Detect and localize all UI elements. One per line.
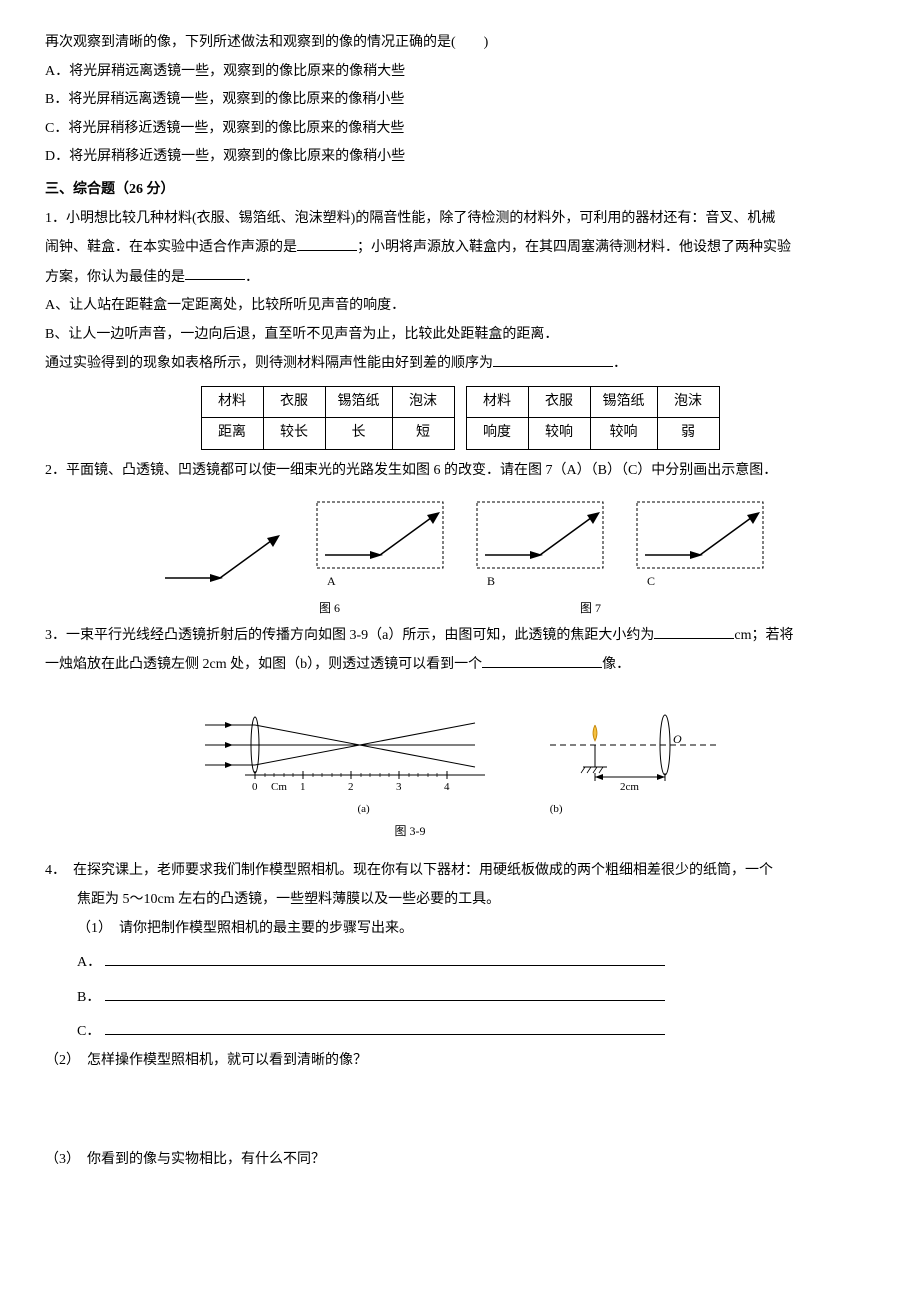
table-cell: 材料: [201, 386, 263, 418]
fig7-b: B: [475, 500, 605, 593]
q4-sub2: （2） 怎样操作模型照相机，就可以看到清晰的像？: [45, 1048, 875, 1075]
q1-text: 闹钟、鞋盒．在本实验中适合作声源的是: [45, 240, 297, 255]
q1-text: ；小明将声源放入鞋盒内，在其四周塞满待测材料．他设想了两种实验: [357, 240, 791, 255]
svg-text:O: O: [673, 732, 682, 746]
option-d: D．将光屏稍移近透镜一些，观察到的像比原来的像稍小些: [45, 144, 875, 171]
table-cell: 响度: [466, 418, 528, 450]
q4-step-b: B．: [45, 979, 875, 1012]
svg-text:3: 3: [396, 781, 402, 793]
q3-line2: 一烛焰放在此凸透镜左侧 2cm 处，如图（b），则透过透镜可以看到一个 像．: [45, 651, 875, 678]
q2-figures: A B C: [45, 500, 875, 593]
q1-table-wrap: 材料 衣服 锡箔纸 泡沫 材料 衣服 锡箔纸 泡沫 距离 较长 长 短 响度 较…: [45, 386, 875, 450]
table-cell: 较响: [528, 418, 590, 450]
q1-text: 通过实验得到的现象如表格所示，则待测材料隔声性能由好到差的顺序为: [45, 356, 493, 371]
table-cell: 衣服: [528, 386, 590, 418]
q2-text: 2．平面镜、凸透镜、凹透镜都可以使一细束光的光路发生如图 6 的改变．请在图 7…: [45, 458, 875, 485]
fig7-caption: 图 7: [580, 597, 601, 620]
q1-line1: 1．小明想比较几种材料(衣服、锡箔纸、泡沫塑料)的隔音性能，除了待检测的材料外，…: [45, 206, 875, 233]
answer-line[interactable]: [105, 944, 665, 966]
q1-text: 方案，你认为最佳的是: [45, 269, 185, 284]
q3-text: 一烛焰放在此凸透镜左侧 2cm 处，如图（b），则透过透镜可以看到一个: [45, 657, 482, 672]
fig6-caption: 图 6: [319, 597, 340, 620]
step-label: A．: [77, 950, 101, 977]
svg-text:2: 2: [348, 781, 354, 793]
table-cell: 长: [325, 418, 392, 450]
table-gap: [454, 386, 466, 418]
fig39-caption: 图 3-9: [0, 820, 875, 843]
fig7-a: A: [315, 500, 445, 593]
q3-text: 3．一束平行光线经凸透镜折射后的传播方向如图 3-9（a）所示，由图可知，此透镜…: [45, 628, 654, 643]
fig-label-a: A: [315, 570, 445, 593]
q1-result: 通过实验得到的现象如表格所示，则待测材料隔声性能由好到差的顺序为 ．: [45, 350, 875, 377]
fig7-c: C: [635, 500, 765, 593]
table-cell: 距离: [201, 418, 263, 450]
label-b: (b): [550, 799, 563, 820]
svg-text:0: 0: [252, 781, 258, 793]
table-cell: 材料: [466, 386, 528, 418]
q3-sublabels: (a) (b): [45, 799, 875, 820]
q1-table: 材料 衣服 锡箔纸 泡沫 材料 衣服 锡箔纸 泡沫 距离 较长 长 短 响度 较…: [201, 386, 720, 450]
q1-line3: 方案，你认为最佳的是 ．: [45, 264, 875, 291]
q3-text: 像．: [602, 657, 630, 672]
q1-text: ．: [613, 356, 627, 371]
table-cell: 短: [392, 418, 454, 450]
q1-opt-a: A、让人站在距鞋盒一定距离处，比较所听见声音的响度．: [45, 293, 875, 320]
fig6-ray: [155, 523, 285, 593]
table-cell: 较响: [590, 418, 657, 450]
blank-input[interactable]: [654, 622, 734, 639]
table-cell: 弱: [657, 418, 719, 450]
table-cell: 衣服: [263, 386, 325, 418]
table-cell: 泡沫: [657, 386, 719, 418]
table-cell: 锡箔纸: [590, 386, 657, 418]
table-row: 距离 较长 长 短 响度 较响 较响 弱: [201, 418, 719, 450]
fig-label-b: B: [475, 570, 605, 593]
label-a: (a): [357, 799, 369, 820]
q3-line1: 3．一束平行光线经凸透镜折射后的传播方向如图 3-9（a）所示，由图可知，此透镜…: [45, 622, 875, 649]
stem-continuation: 再次观察到清晰的像，下列所述做法和观察到的像的情况正确的是( ): [45, 30, 875, 57]
answer-line[interactable]: [105, 1013, 665, 1035]
option-a: A．将光屏稍远离透镜一些，观察到的像比原来的像稍大些: [45, 59, 875, 86]
svg-text:Cm: Cm: [271, 781, 287, 793]
blank-input[interactable]: [493, 350, 613, 367]
svg-text:4: 4: [444, 781, 450, 793]
table-cell: 泡沫: [392, 386, 454, 418]
section-3-title: 三、综合题（26 分）: [45, 177, 875, 204]
svg-text:2cm: 2cm: [620, 781, 639, 793]
q4-sub1: （1） 请你把制作模型照相机的最主要的步骤写出来。: [45, 916, 875, 943]
blank-input[interactable]: [482, 651, 602, 668]
fig3-9a: 0 Cm 1 2 3 4: [195, 695, 495, 795]
q4-stem1: 4． 在探究课上，老师要求我们制作模型照相机。现在你有以下器材：用硬纸板做成的两…: [45, 858, 875, 885]
q3-figures: 0 Cm 1 2 3 4 O 2cm: [45, 695, 875, 795]
q4-step-a: A．: [45, 944, 875, 977]
table-cell: 锡箔纸: [325, 386, 392, 418]
q3-text: cm；若将: [734, 628, 793, 643]
fig3-9b: O 2cm: [545, 695, 725, 795]
q1-opt-b: B、让人一边听声音，一边向后退，直至听不见声音为止，比较此处距鞋盒的距离．: [45, 322, 875, 349]
q1-line2: 闹钟、鞋盒．在本实验中适合作声源的是 ；小明将声源放入鞋盒内，在其四周塞满待测材料…: [45, 234, 875, 261]
step-label: B．: [77, 985, 101, 1012]
table-row: 材料 衣服 锡箔纸 泡沫 材料 衣服 锡箔纸 泡沫: [201, 386, 719, 418]
step-label: C．: [77, 1019, 101, 1046]
svg-text:1: 1: [300, 781, 306, 793]
fig-captions: 图 6 图 7: [45, 597, 875, 620]
option-c: C．将光屏稍移近透镜一些，观察到的像比原来的像稍大些: [45, 116, 875, 143]
fig-label-c: C: [635, 570, 765, 593]
q4-sub3: （3） 你看到的像与实物相比，有什么不同？: [45, 1147, 875, 1174]
blank-input[interactable]: [297, 234, 357, 251]
table-cell: 较长: [263, 418, 325, 450]
answer-line[interactable]: [105, 979, 665, 1001]
table-gap: [454, 418, 466, 450]
q4-step-c: C．: [45, 1013, 875, 1046]
q1-text: ．: [245, 269, 259, 284]
blank-input[interactable]: [185, 264, 245, 281]
option-b: B．将光屏稍远离透镜一些，观察到的像比原来的像稍小些: [45, 87, 875, 114]
q4-stem2: 焦距为 5～10cm 左右的凸透镜，一些塑料薄膜以及一些必要的工具。: [45, 887, 875, 914]
